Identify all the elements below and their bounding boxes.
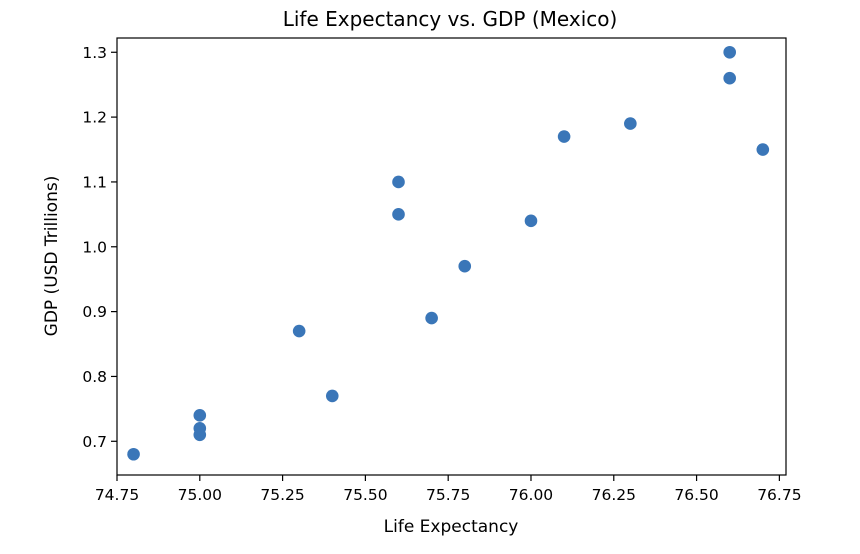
data-point bbox=[756, 143, 770, 156]
data-point bbox=[723, 71, 736, 85]
data-point bbox=[392, 208, 405, 221]
data-point bbox=[392, 175, 405, 189]
data-points bbox=[127, 45, 770, 461]
x-tick-label: 75.75 bbox=[426, 486, 470, 504]
data-point bbox=[292, 324, 306, 338]
data-point bbox=[127, 447, 140, 461]
data-point bbox=[557, 130, 571, 143]
y-axis-label: GDP (USD Trillions) bbox=[42, 176, 62, 337]
y-tick-label: 0.9 bbox=[82, 303, 107, 321]
data-point bbox=[723, 45, 736, 59]
x-tick-label: 76.50 bbox=[674, 486, 718, 504]
data-point bbox=[524, 214, 538, 228]
x-tick-label: 74.75 bbox=[95, 486, 139, 504]
y-tick-label: 1.3 bbox=[82, 44, 107, 62]
y-tick-label: 0.8 bbox=[82, 368, 107, 386]
x-axis-label: Life Expectancy bbox=[384, 517, 519, 537]
data-point bbox=[458, 259, 472, 273]
y-axis: 0.7 0.8 0.9 1.0 1.1 1.2 1.3 bbox=[82, 44, 117, 451]
y-tick-label: 1.1 bbox=[82, 173, 107, 191]
plot-frame bbox=[116, 37, 787, 476]
chart-title: Life Expectancy vs. GDP (Mexico) bbox=[283, 7, 618, 31]
data-point bbox=[624, 117, 637, 130]
y-tick-label: 1.0 bbox=[82, 238, 107, 256]
data-point bbox=[193, 422, 207, 435]
y-tick-label: 1.2 bbox=[82, 109, 107, 127]
y-tick-label: 0.7 bbox=[82, 433, 107, 451]
data-point bbox=[325, 389, 339, 403]
x-tick-label: 76.00 bbox=[509, 486, 553, 504]
x-axis: 74.75 75.00 75.25 75.50 75.75 76.00 76.25 76.50… bbox=[95, 475, 802, 504]
data-point bbox=[425, 311, 438, 325]
x-tick-label: 76.75 bbox=[757, 486, 801, 504]
x-tick-label: 76.25 bbox=[592, 486, 636, 504]
data-point bbox=[193, 409, 207, 422]
x-tick-label: 75.50 bbox=[343, 486, 387, 504]
x-tick-label: 75.25 bbox=[260, 486, 304, 504]
x-tick-label: 75.00 bbox=[178, 486, 222, 504]
